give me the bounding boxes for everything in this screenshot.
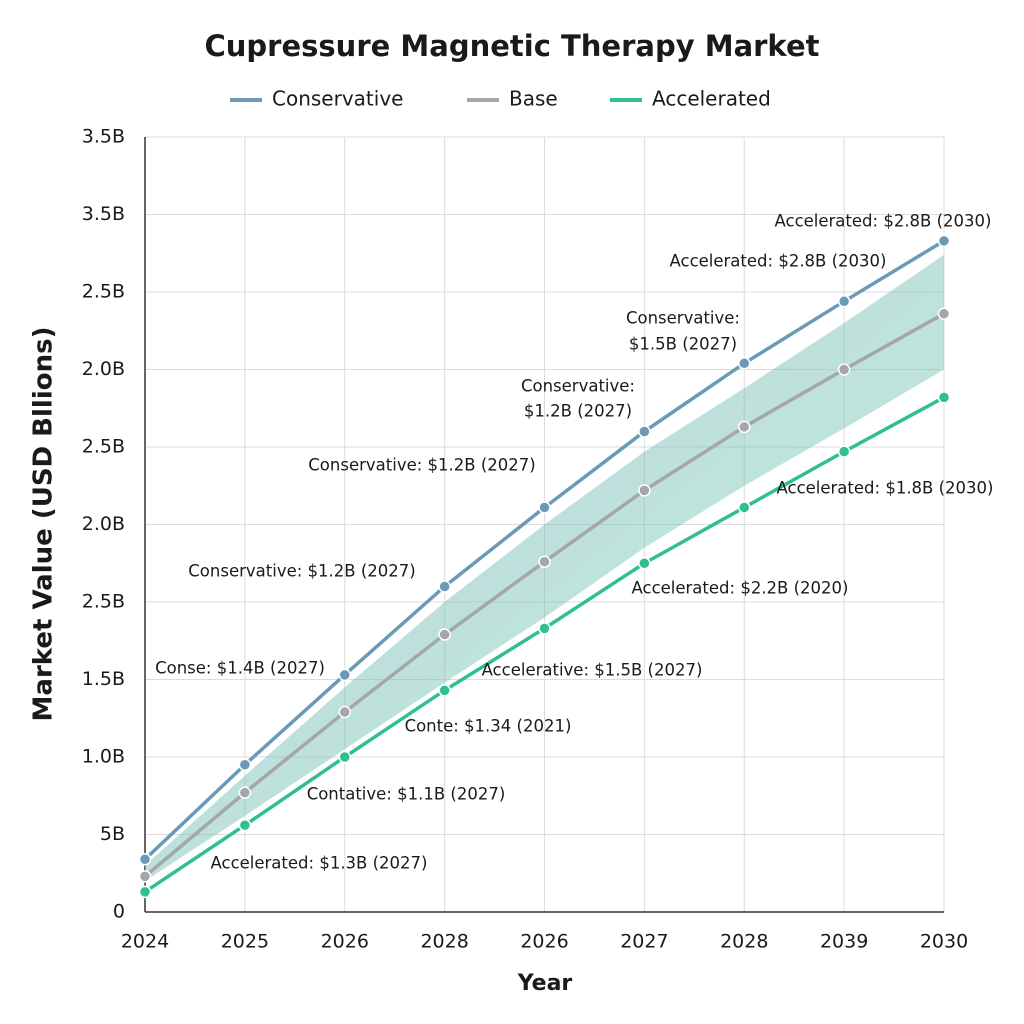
chart-title: Cupressure Magnetic Therapy Market xyxy=(205,29,820,63)
data-point xyxy=(138,885,152,899)
data-point xyxy=(538,555,551,568)
annotation: Conse: $1.4B (2027) xyxy=(155,659,325,678)
data-point xyxy=(738,501,751,514)
data-point xyxy=(837,363,851,376)
data-point xyxy=(937,307,951,320)
y-tick-label: 0 xyxy=(113,901,125,923)
annotation: Conservative: $1.2B (2027) xyxy=(308,456,535,475)
annotation: Accelerated: $2.8B (2030) xyxy=(670,252,887,271)
x-tick-label: 2039 xyxy=(820,931,868,953)
annotation: Conservative: $1.2B (2027) xyxy=(188,562,415,581)
data-point xyxy=(338,705,351,719)
x-tick-label: 2024 xyxy=(121,931,169,953)
annotation: Conservative: xyxy=(626,309,740,328)
x-tick-label: 2028 xyxy=(720,931,768,953)
data-point xyxy=(338,668,351,682)
data-point xyxy=(937,234,951,248)
data-point xyxy=(438,684,451,697)
annotation: Accelerated: $1.8B (2030) xyxy=(777,479,994,498)
y-tick-label: 2.5B xyxy=(82,591,125,613)
annotation: Conte: $1.34 (2021) xyxy=(405,717,572,736)
legend-label: Conservative xyxy=(272,87,403,111)
data-point xyxy=(438,628,451,641)
x-tick-label: 2026 xyxy=(321,931,369,953)
data-point xyxy=(837,295,851,308)
y-tick-label: 2.5B xyxy=(82,281,125,303)
y-tick-label: 5B xyxy=(100,823,125,845)
data-point xyxy=(138,870,152,883)
annotation: Accelerated: $2.2B (2020) xyxy=(632,579,849,598)
y-axis-label: Market Value (USD Bllions) xyxy=(29,327,59,722)
annotation: Accelerated: $2.8B (2030) xyxy=(775,212,992,231)
legend-label: Accelerated xyxy=(652,87,771,111)
y-tick-label: 1.0B xyxy=(82,746,125,768)
x-axis-label: Year xyxy=(517,971,573,996)
x-tick-label: 2030 xyxy=(920,931,968,953)
data-point xyxy=(438,580,451,593)
x-tick-label: 2025 xyxy=(221,931,269,953)
data-point xyxy=(638,484,651,497)
annotation: Conservative: xyxy=(521,377,635,396)
data-point xyxy=(538,622,551,635)
annotation: $1.2B (2027) xyxy=(524,402,632,421)
annotation: Accelerative: $1.5B (2027) xyxy=(482,661,703,680)
data-point xyxy=(238,758,252,771)
data-point xyxy=(238,818,252,832)
data-point xyxy=(138,853,152,866)
data-point xyxy=(538,501,551,514)
x-tick-label: 2027 xyxy=(620,931,668,953)
y-tick-label: 2.0B xyxy=(82,513,125,535)
y-tick-label: 3.5B xyxy=(82,203,125,225)
x-tick-label: 2026 xyxy=(520,931,568,953)
annotation: Accelerated: $1.3B (2027) xyxy=(211,854,428,873)
data-point xyxy=(837,445,851,458)
data-point xyxy=(638,557,651,570)
data-point xyxy=(937,391,951,404)
data-point xyxy=(738,420,751,434)
annotation: Contative: $1.1B (2027) xyxy=(307,785,506,804)
data-point xyxy=(738,357,751,370)
legend-label: Base xyxy=(509,87,558,111)
y-tick-label: 1.5B xyxy=(82,668,125,690)
y-tick-label: 2.5B xyxy=(82,436,125,458)
y-tick-label: 3.5B xyxy=(82,126,125,148)
y-tick-label: 2.0B xyxy=(82,358,125,380)
data-point xyxy=(338,750,351,764)
data-point xyxy=(638,425,651,438)
annotation: $1.5B (2027) xyxy=(629,335,737,354)
data-point xyxy=(238,786,252,799)
x-tick-label: 2028 xyxy=(420,931,468,953)
